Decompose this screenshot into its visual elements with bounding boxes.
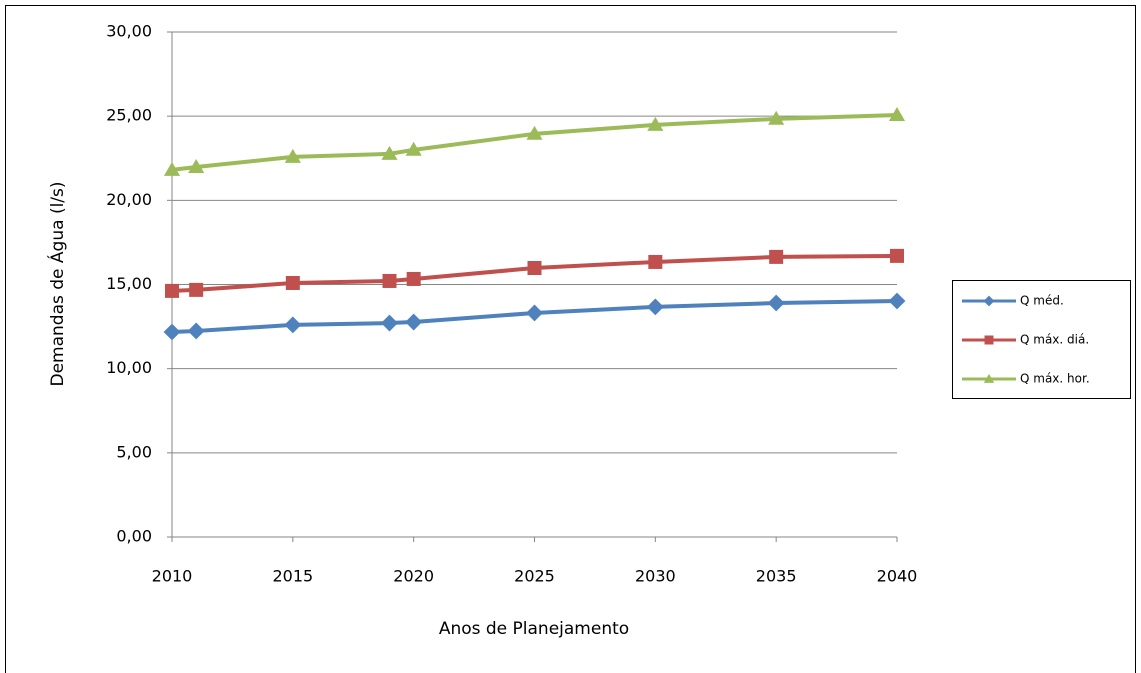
data-point xyxy=(405,313,423,331)
x-tick-label: 2040 xyxy=(877,567,918,586)
data-point xyxy=(888,292,906,310)
y-tick-label: 5,00 xyxy=(116,442,152,461)
y-axis-title: Demandas de Água (l/s) xyxy=(46,181,68,386)
data-point xyxy=(381,145,398,160)
data-point xyxy=(163,323,181,341)
data-point xyxy=(188,158,205,173)
data-point xyxy=(405,141,422,156)
x-tick-label: 2025 xyxy=(514,567,555,586)
legend-marker xyxy=(984,335,994,345)
x-tick-label: 2010 xyxy=(152,567,193,586)
y-tick-label: 15,00 xyxy=(106,274,152,293)
data-point xyxy=(406,271,421,286)
data-point xyxy=(768,110,785,125)
y-tick-label: 10,00 xyxy=(106,358,152,377)
data-point xyxy=(646,298,664,316)
data-point xyxy=(527,261,542,276)
data-point xyxy=(284,148,301,163)
data-point xyxy=(647,116,664,131)
data-point xyxy=(285,275,300,290)
y-tick-label: 30,00 xyxy=(106,22,152,41)
data-point xyxy=(284,316,302,334)
data-point xyxy=(526,304,543,322)
data-point xyxy=(888,106,906,121)
data-point xyxy=(890,248,904,263)
x-tick-label: 2030 xyxy=(635,567,676,586)
data-point xyxy=(648,254,663,269)
data-point xyxy=(767,294,785,312)
data-point xyxy=(769,249,784,264)
x-tick-label: 2020 xyxy=(393,567,434,586)
legend-marker xyxy=(983,295,995,307)
data-point xyxy=(163,161,181,176)
x-axis-title: Anos de Planejamento xyxy=(439,619,629,639)
data-point xyxy=(189,282,204,297)
data-point xyxy=(382,273,397,288)
y-tick-label: 25,00 xyxy=(106,106,152,125)
legend-label: Q máx. diá. xyxy=(1020,333,1089,347)
legend-label: Q méd. xyxy=(1020,294,1064,308)
data-point xyxy=(187,322,205,340)
y-tick-label: 0,00 xyxy=(116,527,152,546)
x-tick-label: 2015 xyxy=(272,567,313,586)
legend-marker xyxy=(983,373,995,383)
legend-label: Q máx. hor. xyxy=(1020,372,1090,386)
data-point xyxy=(526,125,543,140)
y-tick-label: 20,00 xyxy=(106,190,152,209)
x-tick-label: 2035 xyxy=(756,567,797,586)
data-point xyxy=(381,314,398,332)
data-point xyxy=(165,283,179,298)
chart-border xyxy=(5,5,1136,673)
